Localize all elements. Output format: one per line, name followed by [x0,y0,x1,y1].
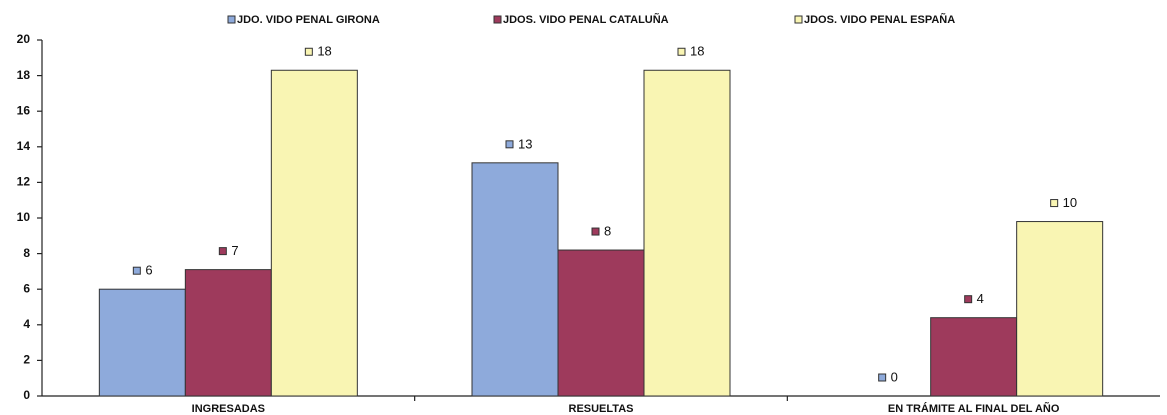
value-label: 7 [231,243,238,258]
y-tick-label: 20 [17,32,31,46]
y-tick-label: 6 [23,281,30,295]
y-tick-label: 16 [17,103,31,117]
value-label-marker [218,247,227,256]
value-label-marker [591,227,600,236]
value-label: 0 [891,369,898,384]
bar [1016,221,1104,397]
y-tick-label: 2 [23,353,30,367]
legend-label: JDO. VIDO PENAL GIRONA [237,14,380,26]
y-tick-label: 10 [17,210,31,224]
value-label-marker [964,295,973,304]
legend-swatch [794,15,803,24]
y-tick-label: 4 [23,317,30,331]
legend-label: JDOS. VIDO PENAL CATALUÑA [503,13,669,26]
value-label-marker [505,140,514,149]
bar [184,269,272,397]
value-label-marker [1050,199,1059,208]
value-label: 13 [518,136,532,151]
x-tick-label: INGRESADAS [192,403,265,415]
x-tick-label: EN TRÁMITE AL FINAL DEL AÑO [888,402,1060,415]
y-tick-label: 14 [17,139,31,153]
legend-swatch [227,15,236,24]
y-tick-label: 18 [17,68,31,82]
value-label-marker [677,47,686,56]
bar [643,69,731,397]
bar [270,69,358,397]
legend-label: JDOS. VIDO PENAL ESPAÑA [804,13,955,26]
value-label: 6 [145,263,152,278]
legend-swatch [493,15,502,24]
bar [557,249,645,397]
bar [471,162,559,397]
value-label: 18 [690,44,704,59]
value-label: 18 [317,44,331,59]
y-tick-label: 12 [17,175,31,189]
value-label-marker [878,373,887,382]
bar [930,317,1018,397]
x-tick-label: RESUELTAS [569,403,634,415]
y-tick-label: 0 [23,388,30,402]
value-label-marker [304,47,313,56]
value-label: 8 [604,223,611,238]
value-label: 10 [1063,195,1077,210]
value-label-marker [132,266,141,275]
value-label: 4 [977,291,984,306]
bar [98,288,186,397]
y-tick-label: 8 [23,246,30,260]
